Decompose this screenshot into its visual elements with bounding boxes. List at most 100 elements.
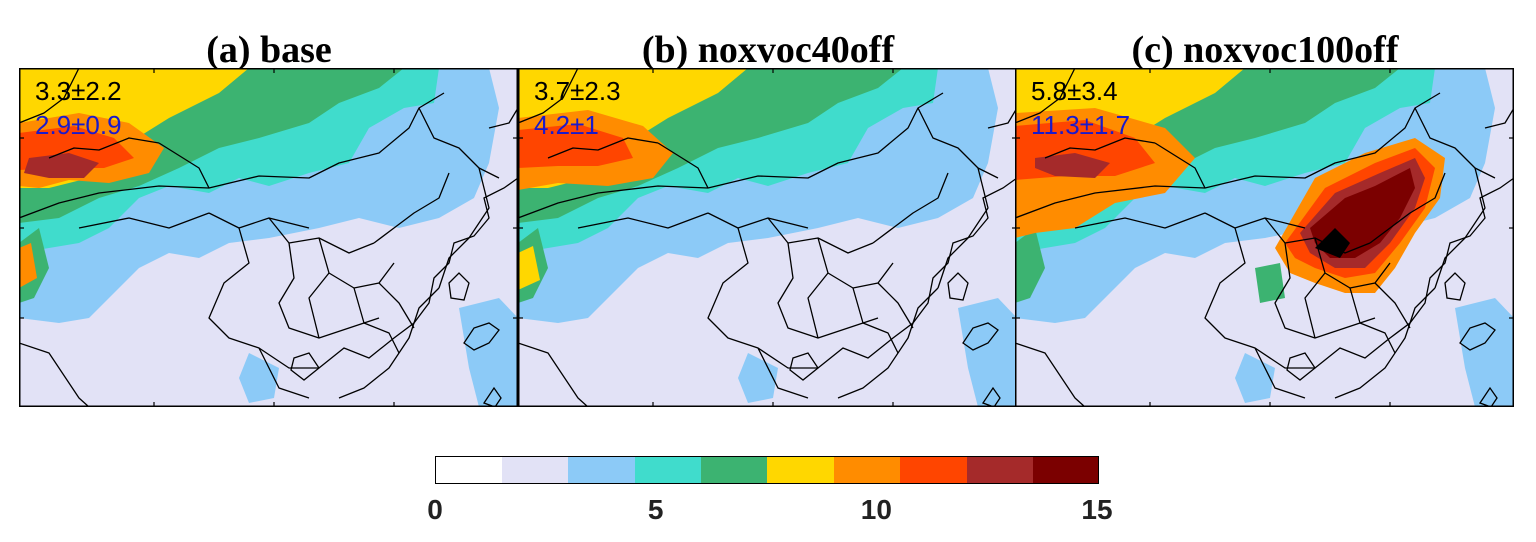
boundary-line — [1274, 242, 1376, 339]
boundary-line — [837, 287, 939, 399]
concentration-contour — [518, 246, 540, 290]
boundary-line — [707, 212, 809, 229]
map-frame — [19, 68, 518, 407]
boundary-line — [917, 107, 999, 179]
boundary-line — [1334, 287, 1436, 399]
boundary-line — [418, 107, 500, 179]
panel-c-mean-stat: 5.8±3.4 — [1031, 76, 1118, 106]
concentration-contour — [738, 353, 778, 403]
boundary-line — [373, 172, 450, 244]
boundary-line — [1204, 227, 1315, 369]
island-outline — [962, 322, 999, 351]
colorbar-segment — [899, 456, 967, 484]
boundary-line — [777, 242, 879, 339]
boundary-line — [488, 107, 518, 129]
panel-c-secondary-stat: 11.3±1.7 — [1031, 110, 1131, 140]
colorbar-segment — [501, 456, 569, 484]
boundary-line — [577, 212, 709, 229]
colorbar-tick-label: 5 — [647, 494, 664, 525]
panel-a-title: (a) base — [206, 29, 332, 71]
concentration-contour — [1015, 228, 1045, 303]
concentration-contour — [459, 298, 518, 407]
concentration-contour — [1255, 263, 1285, 303]
boundary-line — [757, 347, 809, 399]
boundary-line — [1015, 92, 1441, 219]
boundary-line — [1015, 68, 1076, 124]
map-panel-c: 5.8±3.4 11.3±1.7 — [1015, 68, 1514, 407]
concentration-contour — [1235, 353, 1275, 403]
colorbar-segment — [634, 456, 702, 484]
boundary-line — [547, 137, 659, 159]
map-frame — [1015, 68, 1514, 407]
boundary-line — [1484, 107, 1514, 129]
boundary-line — [1374, 282, 1411, 329]
colorbar-segment — [767, 456, 834, 484]
boundary-line — [518, 342, 589, 407]
coastline — [817, 177, 1017, 369]
boundary-line — [19, 68, 80, 124]
boundary-line — [518, 68, 579, 124]
boundary-line — [158, 142, 210, 189]
boundary-line — [1349, 287, 1396, 354]
map-c-field — [1015, 68, 1514, 407]
colorbar-segment — [567, 456, 635, 484]
colorbar-segment — [435, 456, 502, 484]
panel-b-mean-stat: 3.7±2.3 — [534, 76, 621, 106]
coastline — [318, 177, 518, 369]
map-b-field — [518, 68, 1017, 407]
colorbar-segment — [833, 456, 901, 484]
island-outline — [789, 352, 819, 381]
boundary-line — [258, 347, 310, 399]
boundary-line — [1304, 272, 1326, 339]
boundary-line — [48, 137, 160, 159]
boundary-line — [987, 107, 1017, 129]
concentration-contour — [958, 298, 1017, 407]
boundary-line — [807, 272, 829, 339]
concentration-contour — [1035, 153, 1110, 178]
coastline — [1314, 177, 1514, 369]
concentration-contour — [24, 153, 99, 178]
colorbar — [435, 456, 1100, 484]
boundary-line — [1154, 142, 1206, 189]
boundary-line — [1015, 342, 1086, 407]
concentration-contour — [19, 243, 37, 288]
boundary-line — [338, 287, 440, 399]
colorbar-tick-label: 15 — [1081, 494, 1113, 525]
island-outline — [1444, 272, 1466, 301]
boundary-line — [518, 92, 944, 219]
island-outline — [947, 272, 969, 301]
panel-c-title: (c) noxvoc100off — [1131, 29, 1399, 71]
boundary-line — [19, 342, 90, 407]
boundary-line — [1044, 137, 1156, 159]
island-outline — [463, 322, 500, 351]
colorbar-segment — [1032, 456, 1100, 484]
boundary-line — [208, 227, 319, 369]
boundary-line — [78, 212, 210, 229]
colorbar-tick-label: 10 — [860, 494, 892, 525]
boundary-line — [19, 92, 445, 219]
colorbar-segment — [700, 456, 768, 484]
boundary-line — [378, 282, 415, 329]
map-panel-b: 3.7±2.3 4.2±1 — [518, 68, 1017, 407]
boundary-line — [353, 287, 400, 354]
island-outline — [1459, 322, 1496, 351]
boundary-line — [1074, 212, 1206, 229]
boundary-line — [1204, 212, 1306, 229]
panel-b-title: (b) noxvoc40off — [641, 29, 895, 71]
boundary-line — [657, 142, 709, 189]
boundary-line — [877, 282, 914, 329]
panel-a-secondary-stat: 2.9±0.9 — [35, 110, 122, 140]
colorbar-segment — [966, 456, 1034, 484]
map-panel-a: 3.3±2.2 2.9±0.9 — [19, 68, 518, 407]
boundary-line — [1414, 107, 1496, 179]
boundary-line — [278, 242, 380, 339]
concentration-contour — [1455, 298, 1514, 407]
map-a-field — [19, 68, 518, 407]
island-outline — [448, 272, 470, 301]
boundary-line — [707, 227, 818, 369]
concentration-contour — [239, 353, 279, 403]
colorbar-tick-label: 0 — [427, 494, 443, 525]
boundary-line — [1369, 172, 1446, 244]
boundary-line — [208, 212, 310, 229]
panel-a-mean-stat: 3.3±2.2 — [35, 76, 122, 106]
